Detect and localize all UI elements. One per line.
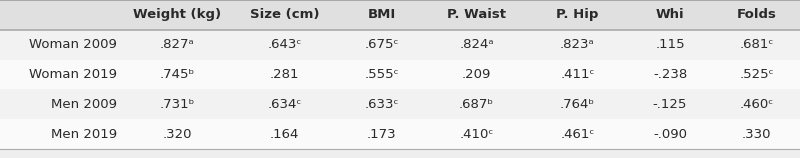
Text: -.238: -.238 xyxy=(653,68,687,81)
Text: -.125: -.125 xyxy=(653,98,687,111)
Text: .675ᶜ: .675ᶜ xyxy=(365,38,399,51)
Text: Men 2009: Men 2009 xyxy=(50,98,117,111)
Text: .764ᵇ: .764ᵇ xyxy=(560,98,595,111)
Text: .643ᶜ: .643ᶜ xyxy=(267,38,302,51)
Bar xyxy=(0,89,800,119)
Text: .115: .115 xyxy=(655,38,685,51)
Text: Woman 2019: Woman 2019 xyxy=(29,68,117,81)
Text: .411ᶜ: .411ᶜ xyxy=(560,68,594,81)
Text: .731ᵇ: .731ᵇ xyxy=(159,98,194,111)
Bar xyxy=(0,60,800,89)
Text: .410ᶜ: .410ᶜ xyxy=(459,128,494,141)
Text: P. Waist: P. Waist xyxy=(447,8,506,21)
Text: .681ᶜ: .681ᶜ xyxy=(739,38,774,51)
Text: .164: .164 xyxy=(270,128,299,141)
Text: Woman 2009: Woman 2009 xyxy=(29,38,117,51)
Text: BMI: BMI xyxy=(368,8,396,21)
Text: .555ᶜ: .555ᶜ xyxy=(365,68,399,81)
Text: Men 2019: Men 2019 xyxy=(50,128,117,141)
Text: Whi: Whi xyxy=(656,8,684,21)
Text: .330: .330 xyxy=(742,128,771,141)
Text: P. Hip: P. Hip xyxy=(556,8,598,21)
Bar xyxy=(0,119,800,149)
Bar xyxy=(0,0,800,30)
Bar xyxy=(0,30,800,60)
Text: .461ᶜ: .461ᶜ xyxy=(560,128,594,141)
Text: .824ᵃ: .824ᵃ xyxy=(459,38,494,51)
Text: .281: .281 xyxy=(270,68,299,81)
Text: .460ᶜ: .460ᶜ xyxy=(739,98,774,111)
Text: .827ᵃ: .827ᵃ xyxy=(159,38,194,51)
Text: -.090: -.090 xyxy=(653,128,687,141)
Text: Folds: Folds xyxy=(737,8,777,21)
Text: .320: .320 xyxy=(162,128,192,141)
Text: .525ᶜ: .525ᶜ xyxy=(739,68,774,81)
Text: Weight (kg): Weight (kg) xyxy=(133,8,221,21)
Text: .823ᵃ: .823ᵃ xyxy=(560,38,594,51)
Text: Size (cm): Size (cm) xyxy=(250,8,319,21)
Text: .633ᶜ: .633ᶜ xyxy=(365,98,399,111)
Text: .209: .209 xyxy=(462,68,491,81)
Text: .634ᶜ: .634ᶜ xyxy=(267,98,302,111)
Text: .687ᵇ: .687ᵇ xyxy=(459,98,494,111)
Text: .173: .173 xyxy=(367,128,397,141)
Text: .745ᵇ: .745ᵇ xyxy=(159,68,194,81)
